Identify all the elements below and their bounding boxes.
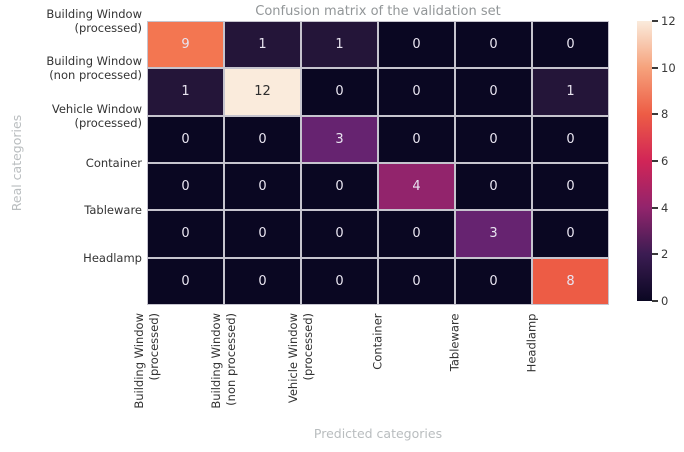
colorbar-tick-mark <box>652 160 658 162</box>
heatmap-cell: 0 <box>302 163 377 210</box>
heatmap-cell: 0 <box>302 258 377 304</box>
heatmap-cell: 0 <box>148 116 223 162</box>
chart-title: Confusion matrix of the validation set <box>255 4 501 19</box>
heatmap-cell: 3 <box>302 116 377 162</box>
heatmap-cell: 1 <box>302 22 377 68</box>
y-tick-label: Headlamp <box>83 250 142 265</box>
heatmap-cell: 0 <box>148 258 223 304</box>
heatmap-cell: 0 <box>533 211 608 257</box>
y-tick-label: Tableware <box>84 203 142 218</box>
heatmap-cell: 9 <box>148 22 223 68</box>
colorbar-tick-label: 8 <box>661 107 669 122</box>
heatmap-cell: 0 <box>533 116 608 162</box>
y-tick-label: Container <box>85 156 142 170</box>
heatmap-cell: 0 <box>533 22 608 68</box>
heatmap-cell: 0 <box>456 116 531 162</box>
colorbar-tick-label: 4 <box>661 200 669 215</box>
heatmap-cell: 3 <box>456 211 531 257</box>
heatmap-cell: 8 <box>533 258 608 304</box>
heatmap-cell: 4 <box>379 163 454 210</box>
heatmap-cell: 0 <box>148 163 223 210</box>
colorbar-tick-label: 2 <box>661 247 669 262</box>
heatmap-cell: 0 <box>379 211 454 257</box>
colorbar-tick-mark <box>652 20 658 22</box>
heatmap-cell: 0 <box>456 258 531 304</box>
heatmap-cell: 0 <box>225 163 300 210</box>
heatmap-cell: 0 <box>225 258 300 304</box>
heatmap-cell: 1 <box>225 22 300 68</box>
colorbar-tick-label: 10 <box>661 60 676 75</box>
x-axis-label: Predicted categories <box>313 426 443 441</box>
heatmap-cell: 0 <box>456 163 531 210</box>
colorbar-tick-label: 12 <box>661 14 676 28</box>
colorbar-tick-mark <box>652 253 658 256</box>
heatmap-cell: 0 <box>379 69 454 115</box>
heatmap-cell: 0 <box>456 22 531 68</box>
heatmap-cell: 12 <box>225 69 300 115</box>
heatmap-cell: 0 <box>225 116 300 162</box>
colorbar-tick-label: 0 <box>661 294 669 308</box>
colorbar-tick-mark <box>652 300 658 302</box>
heatmap-cell: 0 <box>225 211 300 257</box>
heatmap-cell: 0 <box>379 258 454 304</box>
colorbar-tick-label: 6 <box>661 154 669 168</box>
heatmap-cell: 1 <box>148 69 223 115</box>
heatmap-cell: 0 <box>456 69 531 115</box>
heatmap-cell: 0 <box>302 69 377 115</box>
colorbar-tick-mark <box>652 66 658 69</box>
heatmap-cell: 0 <box>379 22 454 68</box>
heatmap-cell: 0 <box>148 211 223 257</box>
y-tick-label: Building Window (non processed) <box>46 54 142 83</box>
heatmap-cell: 1 <box>533 69 608 115</box>
heatmap-grid: 9 1 1 0 0 0 1 12 0 0 0 1 0 0 3 0 0 0 0 0 0 4 0 0 0 0 0 0 3 0 0 0 0 0 0 8 <box>147 21 609 305</box>
colorbar-tick-mark <box>652 113 658 116</box>
heatmap-cell: 0 <box>302 211 377 257</box>
y-tick-label: Vehicle Window (processed) <box>51 101 142 130</box>
colorbar-tick-mark <box>652 206 658 209</box>
heatmap-cell: 0 <box>379 116 454 162</box>
y-tick-label: Building Window (processed) <box>46 7 142 35</box>
heatmap-cell: 0 <box>533 163 608 210</box>
colorbar <box>637 21 652 301</box>
